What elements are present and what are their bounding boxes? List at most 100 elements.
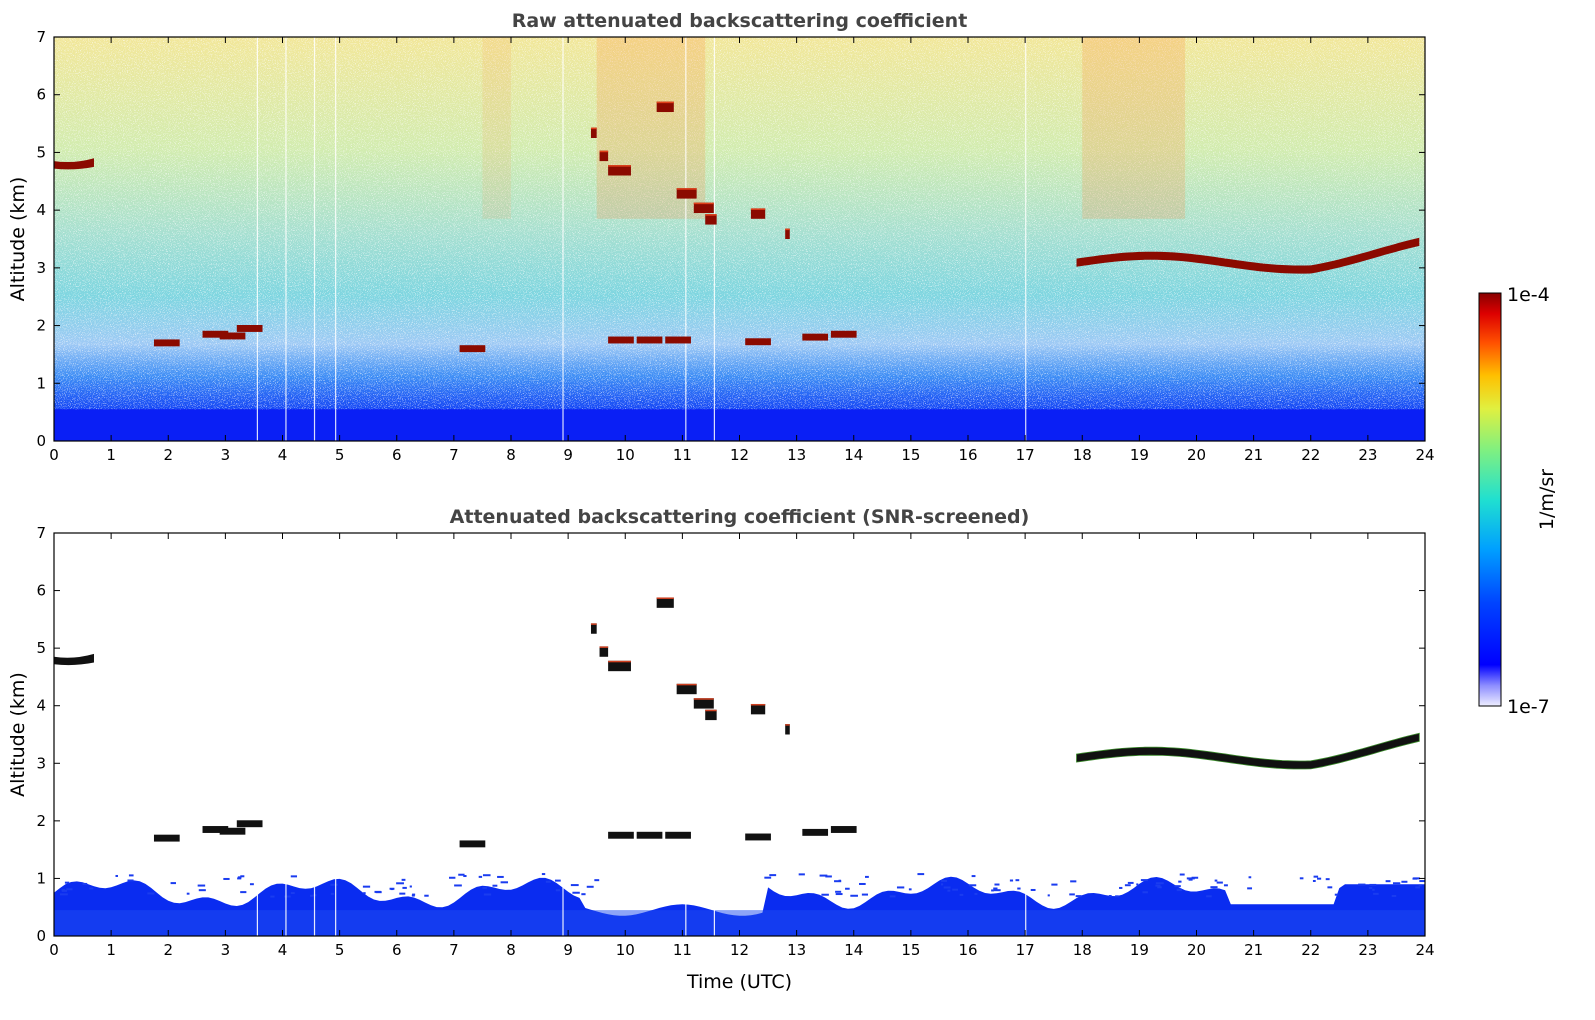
- low-cloud-fragment: [830, 826, 857, 833]
- y-tick-label: 0: [36, 927, 46, 945]
- screened-noise-fragment: [482, 886, 487, 889]
- screened-noise-fragment: [492, 884, 498, 887]
- raw-data-gap: [335, 37, 337, 441]
- screened-noise-fragment: [917, 873, 925, 876]
- x-tick-label: 16: [958, 446, 977, 464]
- screened-noise-fragment: [993, 887, 998, 890]
- screened-data-gap: [1025, 878, 1027, 936]
- screened-noise-fragment: [1334, 893, 1339, 896]
- screened-noise-fragment: [1124, 884, 1131, 887]
- screened-noise-fragment: [581, 893, 586, 896]
- raw-data-gap: [562, 37, 564, 441]
- mid-cloud-edge: [785, 724, 790, 726]
- x-tick-label: 23: [1358, 446, 1377, 464]
- screened-noise-fragment: [971, 875, 976, 878]
- mid-cloud-edge: [693, 698, 714, 700]
- x-tick-label: 17: [1016, 941, 1035, 959]
- screened-noise-fragment: [330, 892, 335, 895]
- x-tick-label: 10: [616, 941, 635, 959]
- raw-panel-title: Raw attenuated backscattering coefficien…: [512, 10, 968, 32]
- screened-noise-fragment: [1155, 882, 1164, 885]
- screened-noise-fragment: [424, 894, 429, 897]
- colorbar-max-label: 1e-4: [1507, 284, 1550, 306]
- screened-noise-fragment: [941, 879, 948, 882]
- x-tick-label: 14: [844, 446, 863, 464]
- screened-noise-fragment: [1413, 877, 1420, 880]
- x-tick-label: 13: [787, 446, 806, 464]
- screened-noise-fragment: [1179, 873, 1185, 876]
- mid-cloud-fragment: [693, 698, 714, 709]
- low-cloud-fragment: [236, 324, 263, 332]
- screened-noise-fragment: [819, 874, 828, 877]
- screened-plot-frame: [53, 532, 1426, 937]
- screened-noise-fragment: [150, 892, 155, 895]
- x-tick-label: 20: [1187, 446, 1206, 464]
- x-tick-label: 9: [563, 941, 573, 959]
- screened-noise-fragment: [1188, 878, 1193, 881]
- x-tick-label: 7: [449, 446, 459, 464]
- mid-cloud-edge: [750, 703, 766, 706]
- screened-noise-fragment: [409, 885, 412, 888]
- x-tick-label: 10: [616, 446, 635, 464]
- screened-noise-fragment: [330, 883, 338, 886]
- screened-noise-fragment: [1419, 880, 1425, 883]
- mid-cloud-fragment: [785, 228, 790, 239]
- low-cloud-fragment: [636, 336, 663, 344]
- y-tick-label: 6: [36, 86, 46, 104]
- y-tick-label: 3: [36, 259, 46, 277]
- y-tick-label: 0: [36, 432, 46, 450]
- colorbar: 1e-4 1e-7 1/m/sr: [1478, 284, 1558, 718]
- x-tick-label: 23: [1358, 941, 1377, 959]
- screened-noise-fragment: [1312, 879, 1316, 882]
- screened-noise-fragment: [947, 889, 951, 892]
- screened-noise-fragment: [237, 877, 242, 880]
- screened-noise-fragment: [59, 893, 68, 896]
- x-tick-label: 19: [1130, 446, 1149, 464]
- x-tick-label: 24: [1415, 446, 1434, 464]
- x-tick-label: 22: [1301, 446, 1320, 464]
- screened-noise-fragment: [449, 876, 456, 879]
- low-cloud-fragment: [202, 330, 229, 338]
- screened-noise-fragment: [223, 877, 230, 880]
- screened-noise-fragment: [497, 875, 504, 878]
- screened-data-gap: [685, 878, 687, 936]
- screened-noise-fragment: [764, 876, 772, 879]
- mid-cloud-fragment: [590, 127, 597, 138]
- screened-noise-fragment: [850, 894, 858, 897]
- screened-backscatter-panel: Attenuated backscattering coefficient (S…: [7, 506, 1435, 993]
- screened-heatmap: [54, 597, 1425, 936]
- screened-noise-fragment: [1392, 882, 1401, 885]
- screened-noise-fragment: [82, 882, 88, 885]
- mid-cloud-edge: [705, 214, 717, 216]
- low-cloud-fragment: [153, 339, 180, 347]
- screened-noise-fragment: [127, 879, 134, 882]
- screened-noise-fragment: [1119, 886, 1123, 889]
- x-tick-label: 5: [335, 446, 345, 464]
- screened-noise-fragment: [838, 879, 842, 882]
- mid-cloud-fragment: [750, 703, 766, 715]
- x-tick-label: 12: [730, 446, 749, 464]
- x-tick-label: 21: [1244, 446, 1263, 464]
- x-tick-label: 0: [49, 941, 59, 959]
- screened-noise-fragment: [845, 887, 850, 890]
- cloud-layer-late: [1076, 732, 1420, 770]
- screened-noise-fragment: [237, 876, 242, 879]
- screened-noise-fragment: [1108, 894, 1112, 897]
- screened-noise-fragment: [249, 883, 254, 886]
- screened-noise-fragment: [240, 875, 245, 878]
- screened-noise-fragment: [1325, 878, 1330, 881]
- mid-cloud-fragment: [608, 165, 631, 176]
- screened-noise-fragment: [1047, 894, 1050, 897]
- mid-cloud-fragment: [750, 208, 766, 219]
- raw-data-gap: [256, 37, 258, 441]
- raw-noisy-column: [482, 37, 511, 219]
- screened-noise-fragment: [89, 887, 94, 890]
- screened-noise-fragment: [412, 893, 416, 896]
- screened-noise-fragment: [1075, 895, 1082, 898]
- mid-cloud-edge: [676, 188, 697, 190]
- screened-noise-fragment: [1136, 883, 1139, 886]
- screened-noise-fragment: [1142, 891, 1148, 894]
- mid-cloud-fragment: [590, 623, 597, 634]
- y-tick-label: 4: [36, 201, 46, 219]
- screened-noise-fragment: [64, 881, 70, 884]
